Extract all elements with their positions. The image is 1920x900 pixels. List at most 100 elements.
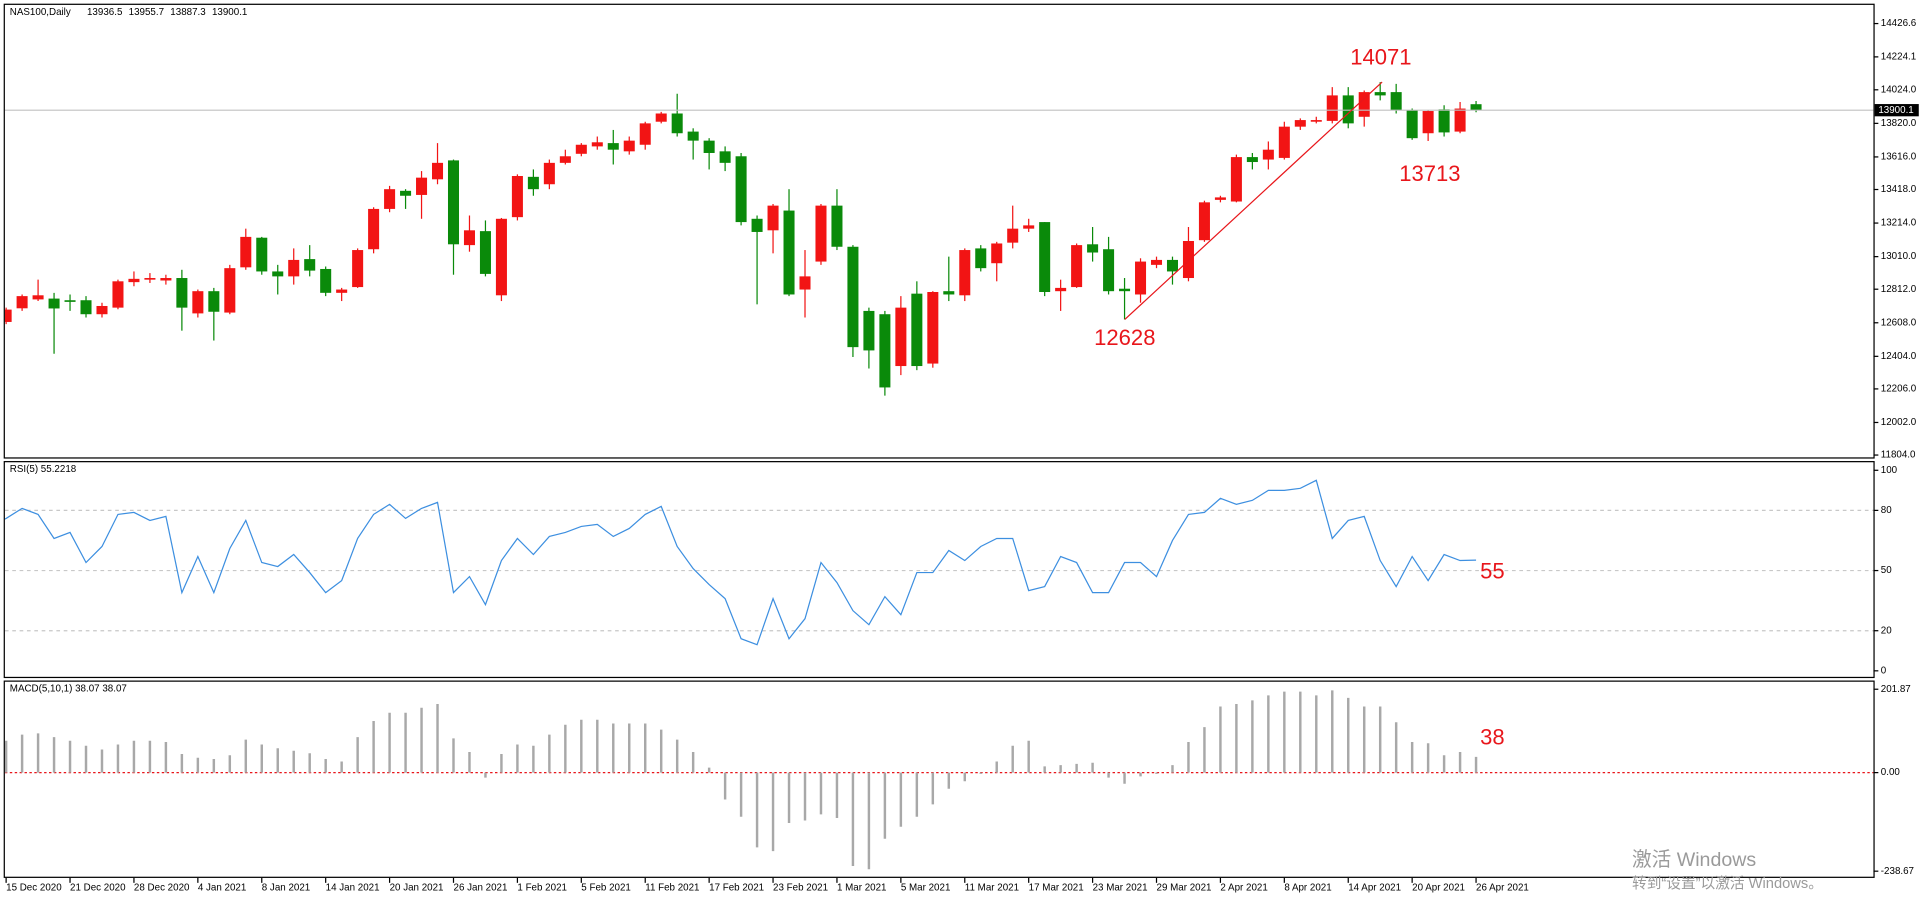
candle-body — [144, 278, 156, 280]
x-tick-label: 11 Feb 2021 — [645, 882, 699, 893]
candle-body — [767, 205, 779, 231]
y-tick-label: 13616.0 — [1881, 152, 1917, 163]
candle-body — [400, 190, 412, 196]
y-tick-label: 12002.0 — [1881, 417, 1917, 428]
x-tick-label: 28 Dec 2020 — [134, 882, 190, 893]
candle-body — [703, 140, 715, 153]
candle-body — [1055, 287, 1067, 292]
ohlc-value: 13955.7 — [129, 7, 164, 18]
y-tick-label: 13820.0 — [1881, 118, 1917, 129]
candle-body — [320, 268, 332, 293]
candle-body — [879, 314, 891, 388]
candle-body — [1326, 95, 1338, 121]
x-tick-label: 8 Apr 2021 — [1284, 882, 1331, 893]
candle-body — [240, 236, 252, 268]
price-pane — [4, 81, 1874, 396]
candle-body — [1023, 225, 1035, 229]
candle-body — [16, 296, 28, 309]
y-tick-label: 13214.0 — [1881, 218, 1917, 229]
candle-body — [1071, 245, 1083, 288]
candle-body — [719, 151, 731, 163]
candle-body — [48, 298, 60, 309]
candle-body — [304, 259, 316, 271]
candle-body — [4, 309, 12, 322]
candle-body — [1182, 241, 1194, 279]
candle-body — [799, 276, 811, 290]
candle-body — [1007, 228, 1019, 243]
candle-body — [1198, 202, 1210, 241]
x-tick-label: 21 Dec 2020 — [70, 882, 126, 893]
candle-body — [463, 230, 475, 246]
candle-body — [575, 144, 587, 154]
candle-body — [416, 177, 428, 195]
rsi-line — [4, 479, 1477, 646]
candle-body — [943, 291, 955, 295]
candle-body — [1470, 104, 1482, 111]
candle-body — [208, 291, 220, 312]
x-tick-label: 23 Feb 2021 — [773, 882, 828, 893]
watermark: 转到“设置”以激活 Windows。 — [1632, 875, 1823, 892]
y-tick-label: -238.67 — [1881, 866, 1914, 877]
candle-body — [639, 123, 651, 145]
candle-body — [1230, 157, 1242, 202]
ohlc-value: 13936.5 — [87, 7, 123, 18]
watermark: 激活 Windows — [1632, 849, 1756, 871]
candle-body — [256, 237, 268, 272]
candle-body — [432, 162, 444, 180]
y-tick-label: 12812.0 — [1881, 284, 1917, 295]
candle-body — [1135, 261, 1147, 295]
candle-body — [1342, 95, 1354, 124]
candle-body — [1374, 92, 1386, 96]
y-tick-label: 14024.0 — [1881, 84, 1917, 95]
x-tick-label: 20 Apr 2021 — [1412, 882, 1465, 893]
candle-body — [112, 281, 124, 308]
candle-body — [959, 250, 971, 296]
x-tick-label: 15 Dec 2020 — [6, 882, 62, 893]
y-tick-label: 201.87 — [1881, 684, 1911, 695]
candle-body — [224, 268, 236, 313]
candle-body — [847, 246, 859, 348]
annotation: 13713 — [1399, 161, 1460, 186]
candle-body — [352, 250, 364, 288]
candle-body — [815, 205, 827, 262]
candle-body — [671, 113, 683, 134]
candle-body — [368, 208, 380, 250]
candle-body — [831, 205, 843, 247]
candle-body — [1422, 111, 1434, 134]
candle-body — [1358, 92, 1370, 117]
candle-body — [160, 278, 172, 281]
candle-body — [591, 142, 603, 147]
x-tick-label: 5 Feb 2021 — [581, 882, 631, 893]
candle-body — [1039, 222, 1051, 293]
y-tick-label: 11804.0 — [1881, 450, 1916, 461]
y-tick-label: 13010.0 — [1881, 251, 1917, 262]
candle-body — [336, 289, 348, 293]
current-price-label: 13900.1 — [1878, 105, 1913, 116]
y-tick-label: 12206.0 — [1881, 384, 1917, 395]
candle-body — [1119, 288, 1131, 292]
y-tick-label: 50 — [1881, 565, 1892, 576]
pane-title: MACD(5,10,1) 38.07 38.07 — [10, 684, 127, 695]
ohlc-value: 13887.3 — [170, 7, 206, 18]
candle-body — [543, 162, 555, 185]
candle-body — [783, 210, 795, 295]
candle-body — [911, 293, 923, 367]
candle-body — [863, 310, 875, 351]
x-tick-label: 1 Mar 2021 — [837, 882, 887, 893]
candle-body — [1246, 157, 1258, 163]
candle-body — [288, 259, 300, 277]
candle-body — [735, 156, 747, 223]
y-tick-label: 0.00 — [1881, 767, 1901, 778]
macd-pane — [4, 690, 1874, 870]
candle-body — [511, 176, 523, 218]
annotation: 12628 — [1094, 325, 1155, 350]
candle-body — [447, 160, 460, 245]
candle-body — [927, 292, 939, 364]
candle-body — [128, 278, 140, 283]
candle-body — [1438, 109, 1450, 133]
y-tick-label: 100 — [1881, 465, 1898, 476]
candle-body — [495, 218, 507, 296]
candle-body — [384, 189, 396, 209]
